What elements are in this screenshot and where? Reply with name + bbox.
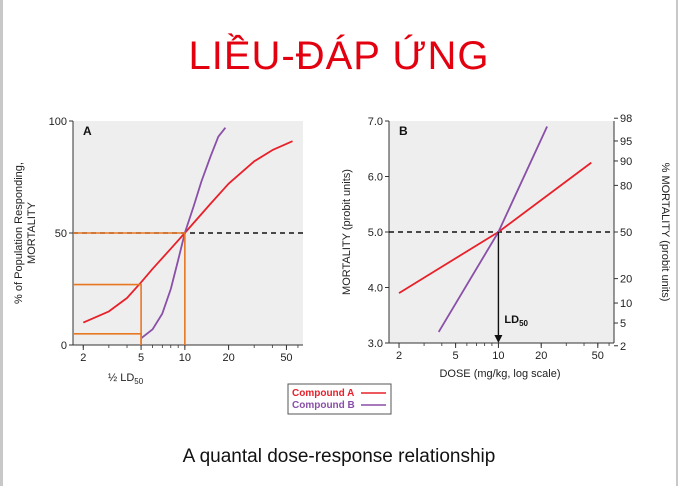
y2-tick-label: 50 [620,227,632,239]
slide-border-right [676,0,678,486]
half-ld50-label: ½ LD50 [108,372,144,386]
y-tick-label: 7.0 [368,116,383,128]
x-tick-label: 20 [222,352,234,364]
y-tick-label: 50 [55,228,67,240]
ld-guide-line [73,283,142,345]
legend-label-compound-b: Compound B [292,400,355,411]
y2-tick-label: 5 [620,318,626,330]
x-tick-label: 2 [80,352,86,364]
y2-tick-label: 80 [620,180,632,192]
y-tick-label: 0 [61,340,67,352]
panel-label: B [399,124,408,138]
y2-tick-label: 95 [620,136,632,148]
panel-label: A [83,124,92,138]
x-tick-label: 20 [535,350,547,362]
slide-border-left [0,0,3,486]
x-tick-label: 10 [492,350,504,362]
x-tick-label: 10 [179,352,191,364]
ld-guide-line [73,332,142,345]
slide-caption: A quantal dose-response relationship [182,446,496,467]
ld-guide-line [73,232,186,345]
series-line-compound-a [82,140,293,324]
y2-tick-label: 2 [620,341,626,353]
y-axis-label-a-line2: MORTALITY [26,201,38,264]
panel-a: 2 5 10 20 50 0 50 100 A % of Population Respondin… [13,116,303,386]
y-tick-label: 6.0 [368,172,383,184]
y-tick-label: 4.0 [368,283,383,295]
ld50-annotation-subscript: 50 [519,319,528,328]
y-tick-label: 5.0 [368,227,383,239]
y-tick-label: 3.0 [368,338,383,350]
y2-tick-label: 90 [620,156,632,168]
y-axis-label-a: % of Population Responding, [13,162,25,304]
x-axis-label-b: DOSE (mg/kg, log scale) [439,368,560,380]
y2-axis-label-b: % MORTALITY (probit units) [659,163,671,302]
y2-tick-label: 10 [620,298,632,310]
y2-tick-label: 98 [620,113,632,125]
legend-box [287,383,392,415]
y-tick-label: 100 [49,116,67,128]
x-tick-label: 2 [396,350,402,362]
x-tick-label: 5 [453,350,459,362]
x-tick-label: 5 [138,352,144,364]
y2-tick-label: 20 [620,274,632,286]
half-ld50-subscript: 50 [134,377,143,386]
x-tick-label: 50 [592,350,604,362]
x-tick-label: 50 [280,352,292,364]
y-axis-label-b: MORTALITY (probit units) [341,169,353,295]
ld50-arrowhead [494,335,503,343]
panel-b: 2 5 10 20 50 3.0 4.0 5.0 6.0 7.0 B 98 95 90 80 50 20 10 5 2… [341,113,671,380]
legend-label-compound-a: Compound A [292,388,354,399]
slide-title: LIỀU-ĐÁP ỨNG [188,34,490,78]
